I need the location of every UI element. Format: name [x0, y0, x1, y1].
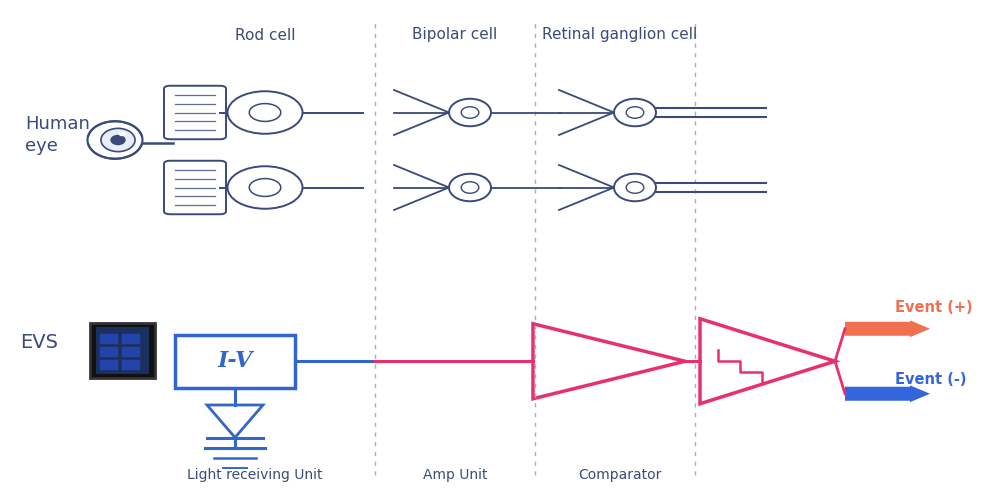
Ellipse shape: [228, 91, 302, 134]
Ellipse shape: [249, 178, 281, 196]
Ellipse shape: [614, 174, 656, 201]
Ellipse shape: [449, 174, 491, 201]
Text: Retinal ganglion cell: Retinal ganglion cell: [542, 28, 698, 42]
Ellipse shape: [101, 128, 135, 152]
Text: EVS: EVS: [20, 333, 58, 352]
Bar: [100, 347, 118, 357]
Ellipse shape: [461, 106, 479, 118]
FancyBboxPatch shape: [164, 86, 226, 139]
Ellipse shape: [614, 99, 656, 126]
Text: Amp Unit: Amp Unit: [423, 468, 487, 482]
Bar: [122, 334, 140, 344]
Bar: [122, 360, 140, 370]
FancyArrow shape: [845, 386, 930, 402]
Text: Bipolar cell: Bipolar cell: [412, 28, 498, 42]
Bar: [100, 334, 118, 344]
Text: Comparator: Comparator: [578, 468, 662, 482]
Ellipse shape: [461, 182, 479, 194]
Text: Event (-): Event (-): [895, 372, 966, 388]
Bar: [175, 335, 295, 388]
Text: I-V: I-V: [217, 350, 253, 372]
Ellipse shape: [449, 99, 491, 126]
Polygon shape: [700, 319, 835, 404]
Ellipse shape: [626, 106, 644, 118]
Ellipse shape: [228, 166, 302, 209]
Text: Event (+): Event (+): [895, 300, 973, 315]
Bar: [90, 322, 155, 378]
Ellipse shape: [249, 104, 281, 122]
FancyBboxPatch shape: [164, 161, 226, 214]
Text: Rod cell: Rod cell: [235, 28, 295, 42]
Bar: [96, 326, 149, 374]
Ellipse shape: [119, 132, 125, 136]
Ellipse shape: [110, 134, 126, 145]
Text: Human
eye: Human eye: [25, 115, 90, 155]
Polygon shape: [207, 405, 263, 438]
Ellipse shape: [626, 182, 644, 194]
FancyArrow shape: [845, 320, 930, 337]
Polygon shape: [533, 324, 685, 399]
Text: Light receiving Unit: Light receiving Unit: [187, 468, 323, 482]
Bar: [122, 347, 140, 357]
Bar: [100, 360, 118, 370]
Ellipse shape: [88, 121, 143, 159]
